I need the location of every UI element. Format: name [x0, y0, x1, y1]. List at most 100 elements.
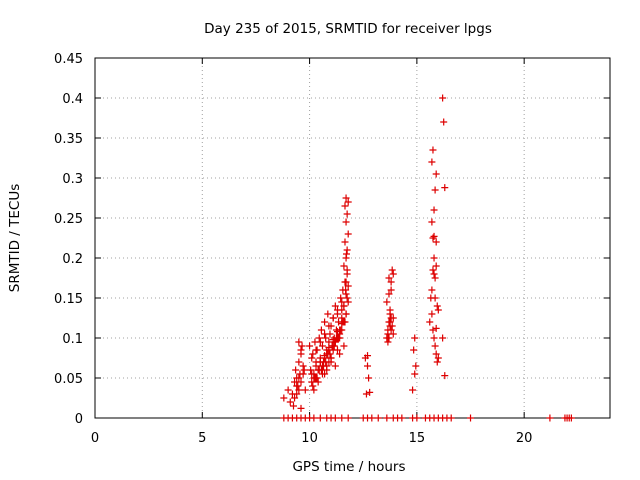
data-point — [312, 362, 320, 370]
data-point — [321, 330, 329, 338]
data-point — [324, 310, 332, 318]
data-point — [431, 274, 439, 282]
data-point — [310, 386, 318, 394]
data-point — [386, 322, 394, 330]
data-point — [410, 346, 418, 354]
data-point — [433, 358, 441, 366]
data-point — [295, 374, 303, 382]
data-point — [299, 370, 307, 378]
data-point — [309, 382, 317, 390]
data-point — [324, 350, 332, 358]
data-point — [383, 414, 391, 422]
data-point — [343, 210, 351, 218]
data-point — [341, 238, 349, 246]
data-point — [338, 320, 346, 328]
x-tick-label: 0 — [91, 431, 99, 446]
data-point — [297, 404, 305, 412]
data-point — [413, 414, 421, 422]
data-point — [309, 350, 317, 358]
data-point — [441, 184, 449, 192]
y-tick-label: 0.1 — [62, 332, 83, 347]
data-point — [322, 334, 330, 342]
data-point — [433, 302, 441, 310]
data-point — [293, 390, 301, 398]
data-point — [299, 362, 307, 370]
data-point — [441, 372, 449, 380]
data-point — [310, 414, 318, 422]
data-point — [306, 342, 314, 350]
data-point — [340, 302, 348, 310]
data-point — [428, 218, 436, 226]
data-point — [323, 366, 331, 374]
data-point — [292, 366, 300, 374]
data-point — [336, 350, 344, 358]
data-point — [315, 334, 323, 342]
data-points — [280, 94, 575, 422]
data-point — [432, 238, 440, 246]
data-point — [431, 294, 439, 302]
data-point — [344, 298, 352, 306]
y-tick-label: 0.4 — [62, 92, 83, 107]
data-point — [308, 378, 316, 386]
chart-title: Day 235 of 2015, SRMTID for receiver lpg… — [204, 21, 492, 37]
data-point — [409, 386, 417, 394]
data-point — [312, 346, 320, 354]
data-point — [337, 294, 345, 302]
data-point — [289, 402, 297, 410]
data-point — [430, 254, 438, 262]
x-tick-label: 15 — [409, 431, 426, 446]
data-point — [430, 206, 438, 214]
y-tick-label: 0.05 — [54, 372, 83, 387]
data-point — [344, 414, 352, 422]
y-tick-label: 0.35 — [54, 132, 83, 147]
data-point — [388, 266, 396, 274]
data-point — [321, 370, 329, 378]
data-point — [332, 334, 340, 342]
data-point — [430, 270, 438, 278]
y-tick-label: 0.15 — [54, 292, 83, 307]
data-point — [342, 218, 350, 226]
data-point — [311, 374, 319, 382]
data-point — [447, 414, 455, 422]
data-point — [368, 414, 376, 422]
data-point — [325, 322, 333, 330]
data-point — [384, 330, 392, 338]
data-point — [320, 358, 328, 366]
data-point — [362, 390, 370, 398]
data-point — [316, 414, 324, 422]
data-point — [300, 366, 308, 374]
data-point — [430, 232, 438, 240]
y-tick-label: 0.3 — [62, 172, 83, 187]
y-tick-label: 0.2 — [62, 252, 83, 267]
data-point — [428, 158, 436, 166]
data-point — [333, 306, 341, 314]
data-point — [342, 250, 350, 258]
data-point — [297, 346, 305, 354]
data-point — [315, 366, 323, 374]
data-point — [316, 338, 324, 346]
data-point — [434, 354, 442, 362]
data-point — [387, 286, 395, 294]
data-point — [386, 306, 394, 314]
data-point — [342, 194, 350, 202]
data-point — [411, 334, 419, 342]
data-point — [333, 328, 341, 336]
data-point — [341, 202, 349, 210]
data-point — [329, 346, 337, 354]
data-point — [546, 414, 554, 422]
data-point — [327, 354, 335, 362]
data-point — [398, 414, 406, 422]
plot-frame — [94, 57, 611, 419]
data-point — [314, 378, 322, 386]
data-point — [344, 230, 352, 238]
grid — [95, 58, 610, 418]
x-tick-label: 10 — [301, 431, 318, 446]
data-point — [389, 270, 397, 278]
data-point — [317, 326, 325, 334]
data-point — [411, 370, 419, 378]
x-axis-title: GPS time / hours — [292, 459, 405, 475]
data-point — [385, 274, 393, 282]
data-point — [426, 318, 434, 326]
data-point — [310, 370, 318, 378]
